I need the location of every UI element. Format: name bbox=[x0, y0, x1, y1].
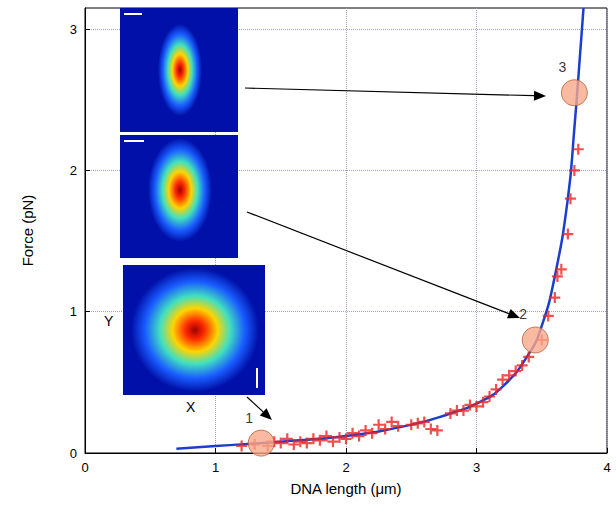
svg-text:2: 2 bbox=[70, 163, 77, 178]
svg-text:0: 0 bbox=[70, 446, 77, 461]
svg-text:Y: Y bbox=[104, 313, 114, 329]
svg-text:X: X bbox=[186, 399, 196, 415]
svg-text:DNA length (μm): DNA length (μm) bbox=[290, 480, 401, 497]
svg-text:1: 1 bbox=[245, 410, 253, 426]
svg-text:0: 0 bbox=[81, 460, 88, 475]
svg-text:3: 3 bbox=[70, 22, 77, 37]
svg-text:1: 1 bbox=[70, 304, 77, 319]
svg-text:2: 2 bbox=[342, 460, 349, 475]
svg-text:Force (pN): Force (pN) bbox=[19, 195, 36, 267]
svg-text:3: 3 bbox=[558, 59, 566, 75]
svg-text:3: 3 bbox=[473, 460, 480, 475]
svg-text:1: 1 bbox=[212, 460, 219, 475]
svg-text:2: 2 bbox=[519, 306, 527, 322]
svg-text:4: 4 bbox=[603, 460, 610, 475]
